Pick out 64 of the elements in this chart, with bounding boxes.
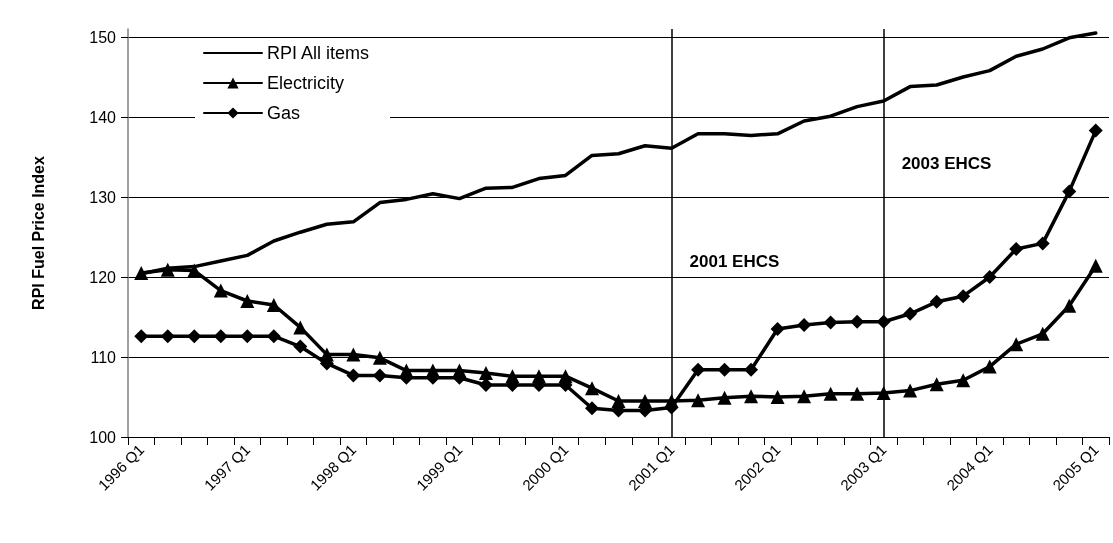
y-tick-label: 120	[89, 268, 117, 286]
legend-label: Electricity	[267, 73, 345, 93]
y-axis-title: RPI Fuel Price Index	[29, 155, 47, 310]
point	[823, 386, 838, 401]
ref-line-label: 2001 EHCS	[689, 252, 780, 272]
y-tick-label: 150	[89, 28, 117, 46]
point	[691, 362, 706, 377]
point	[266, 329, 281, 344]
point	[744, 362, 759, 377]
point	[160, 329, 175, 344]
point	[187, 263, 202, 278]
point	[956, 289, 971, 304]
point	[823, 315, 838, 330]
point	[213, 329, 228, 344]
legend-label: RPI All items	[267, 43, 370, 63]
point	[850, 386, 865, 401]
point	[240, 294, 255, 308]
point	[744, 389, 759, 404]
point	[956, 373, 971, 388]
point	[266, 298, 281, 312]
point	[717, 390, 732, 405]
point	[982, 359, 997, 374]
point	[717, 362, 732, 377]
legend-label: Gas	[267, 103, 301, 123]
y-tick-label: 110	[90, 348, 117, 366]
point	[903, 383, 918, 398]
point	[584, 401, 599, 416]
point	[1088, 258, 1103, 273]
point	[293, 320, 308, 335]
point	[1062, 298, 1077, 313]
point	[134, 329, 149, 344]
point	[187, 329, 202, 344]
point	[1088, 123, 1103, 138]
point	[1035, 326, 1050, 341]
point	[346, 368, 361, 383]
point	[240, 329, 255, 344]
point	[213, 283, 228, 298]
point	[797, 318, 812, 332]
point	[478, 366, 493, 380]
point	[691, 393, 706, 408]
point	[134, 266, 149, 280]
point	[797, 389, 812, 404]
point	[770, 322, 785, 336]
point	[1062, 184, 1077, 199]
point	[293, 339, 308, 354]
point	[1009, 337, 1024, 352]
y-tick-label: 130	[89, 188, 117, 206]
point	[584, 381, 599, 396]
point	[903, 306, 918, 321]
point	[770, 390, 785, 404]
ref-line-label: 2003 EHCS	[901, 154, 992, 174]
point	[478, 378, 493, 392]
point	[346, 347, 361, 362]
point	[929, 377, 944, 392]
y-tick-label: 100	[89, 428, 117, 446]
point	[1035, 236, 1050, 251]
point	[982, 270, 997, 284]
point	[372, 350, 387, 365]
point	[850, 314, 865, 329]
point	[160, 262, 175, 277]
point	[1009, 242, 1024, 256]
point	[929, 294, 944, 309]
point	[372, 368, 387, 383]
y-tick-label: 140	[89, 108, 117, 126]
